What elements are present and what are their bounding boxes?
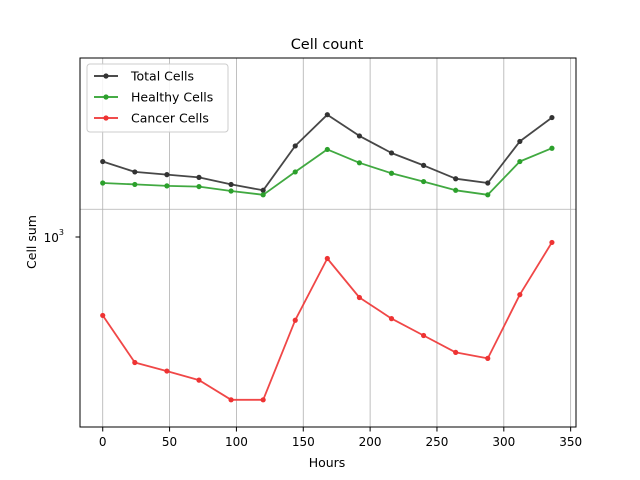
y-tick-label: 103 bbox=[44, 228, 64, 245]
data-point bbox=[517, 292, 523, 298]
data-point bbox=[324, 112, 330, 118]
data-point bbox=[549, 114, 555, 121]
data-point bbox=[517, 158, 523, 165]
legend-marker bbox=[103, 115, 109, 121]
data-point bbox=[164, 183, 170, 189]
legend-label: Cancer Cells bbox=[131, 111, 209, 126]
data-point bbox=[453, 349, 459, 355]
x-axis-ticks: 0 50 100 150 200 250 300 350 bbox=[99, 427, 582, 449]
legend-entries: Total Cells Healthy Cells Cancer Cells bbox=[94, 69, 213, 126]
data-point bbox=[356, 160, 363, 166]
x-tick-label: 300 bbox=[492, 435, 515, 449]
legend: Total Cells Healthy Cells Cancer Cells bbox=[86, 63, 229, 133]
legend-item: Healthy Cells bbox=[94, 90, 213, 105]
chart-title: Cell count bbox=[291, 37, 364, 53]
legend-marker bbox=[103, 94, 109, 100]
data-point bbox=[517, 138, 523, 145]
data-point bbox=[324, 255, 330, 262]
data-point bbox=[196, 183, 202, 190]
data-point bbox=[132, 359, 138, 366]
data-point bbox=[132, 181, 138, 188]
data-point bbox=[260, 397, 266, 403]
x-tick-label: 200 bbox=[359, 435, 382, 449]
x-axis-label: Hours bbox=[309, 455, 346, 470]
y-axis-ticks: 103 bbox=[44, 228, 80, 245]
data-point bbox=[260, 192, 266, 198]
legend-marker bbox=[103, 73, 109, 79]
data-point bbox=[196, 377, 202, 383]
data-point bbox=[453, 176, 459, 182]
data-point bbox=[485, 180, 491, 186]
data-point bbox=[388, 170, 395, 176]
data-point bbox=[228, 181, 234, 188]
x-tick-label: 150 bbox=[292, 435, 315, 449]
legend-box bbox=[86, 63, 229, 133]
data-point bbox=[196, 174, 202, 180]
data-point bbox=[356, 294, 363, 301]
x-tick-label: 0 bbox=[99, 435, 107, 449]
data-point bbox=[132, 169, 138, 175]
x-tick-label: 250 bbox=[426, 435, 449, 449]
data-point bbox=[485, 192, 491, 198]
data-point bbox=[100, 158, 106, 165]
legend-label: Total Cells bbox=[130, 69, 194, 84]
data-point bbox=[388, 150, 395, 156]
series-healthy-cells bbox=[100, 145, 555, 198]
series-layer bbox=[100, 112, 555, 403]
data-point bbox=[292, 317, 298, 323]
data-point bbox=[100, 180, 106, 186]
data-point bbox=[324, 146, 330, 153]
data-point bbox=[420, 178, 427, 185]
series-total-cells bbox=[100, 112, 555, 193]
data-point bbox=[228, 397, 234, 403]
data-point bbox=[453, 187, 459, 193]
data-point bbox=[388, 316, 395, 322]
y-axis-label: Cell sum bbox=[24, 215, 39, 269]
data-point bbox=[549, 239, 555, 246]
data-point bbox=[485, 355, 491, 361]
x-tick-label: 50 bbox=[162, 435, 177, 449]
legend-item: Cancer Cells bbox=[94, 111, 209, 126]
x-tick-label: 350 bbox=[559, 435, 582, 449]
data-point bbox=[292, 143, 298, 149]
x-tick-label: 100 bbox=[225, 435, 248, 449]
data-point bbox=[260, 187, 266, 193]
data-point bbox=[356, 133, 363, 139]
data-point bbox=[228, 188, 234, 194]
data-point bbox=[100, 312, 106, 319]
axes-frame bbox=[79, 57, 577, 428]
data-point bbox=[420, 162, 427, 168]
data-point bbox=[549, 145, 555, 151]
legend-label: Healthy Cells bbox=[131, 90, 213, 105]
data-point bbox=[164, 368, 170, 374]
series-cancer-cells bbox=[100, 239, 555, 403]
data-point bbox=[420, 332, 427, 339]
data-point bbox=[164, 172, 170, 178]
legend-item: Total Cells bbox=[94, 69, 194, 84]
data-point bbox=[292, 169, 298, 175]
